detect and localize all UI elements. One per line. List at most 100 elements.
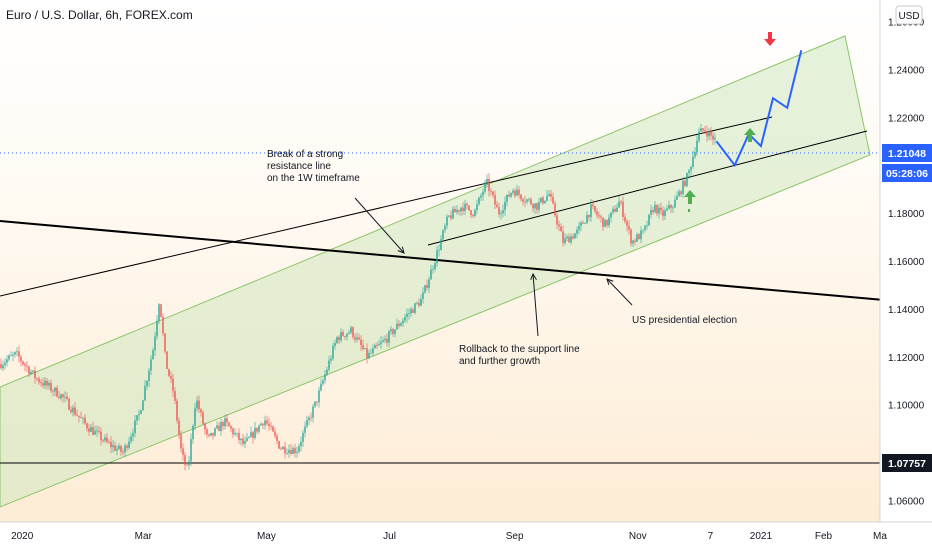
x-tick-label: Feb <box>815 531 833 542</box>
candle-body <box>576 229 578 234</box>
candle-body <box>104 437 106 441</box>
candle-body <box>76 414 78 416</box>
candle-body <box>574 233 576 239</box>
currency-label: USD <box>898 11 919 22</box>
candle-body <box>454 208 456 213</box>
candle-body <box>92 427 94 435</box>
candle-body <box>520 194 522 200</box>
candle-body <box>280 448 282 450</box>
candle-body <box>100 431 102 441</box>
candle-body <box>56 387 58 397</box>
candle-body <box>306 419 308 427</box>
candle-body <box>184 455 186 465</box>
candle-body <box>586 214 588 224</box>
candle-body <box>44 380 46 386</box>
candle-body <box>640 230 642 240</box>
candle-body <box>336 337 338 344</box>
candle-body <box>436 250 438 264</box>
candle-body <box>172 378 174 392</box>
candle-body <box>338 337 340 341</box>
candle-body <box>58 396 60 399</box>
candle-body <box>638 234 640 240</box>
countdown-tag <box>882 164 932 182</box>
candle-body <box>616 207 618 212</box>
candle-body <box>552 196 554 204</box>
candle-body <box>482 191 484 196</box>
candle-body <box>630 229 632 244</box>
candle-body <box>110 442 112 448</box>
candle-body <box>470 210 472 216</box>
candle-body <box>660 207 662 211</box>
candle-body <box>20 357 22 362</box>
candle-body <box>228 422 230 427</box>
support-price-tag <box>882 454 932 472</box>
candle-body <box>130 436 132 442</box>
candle-body <box>692 156 694 167</box>
candle-body <box>262 423 264 426</box>
candle-body <box>36 378 38 380</box>
x-tick-label: 2021 <box>750 531 773 542</box>
candle-body <box>94 430 96 435</box>
candle-body <box>390 329 392 332</box>
currency-button[interactable]: USD <box>895 5 923 25</box>
candle-body <box>32 370 34 372</box>
x-tick-label: Sep <box>506 531 524 542</box>
candle-body <box>322 380 324 384</box>
candle-body <box>264 420 266 426</box>
candle-body <box>658 207 660 214</box>
candle-body <box>304 426 306 433</box>
candle-body <box>444 225 446 231</box>
long-term-resistance-line <box>0 220 885 301</box>
candle-body <box>106 437 108 442</box>
candle-body <box>358 337 360 340</box>
arrow-up-icon <box>744 128 756 142</box>
candle-body <box>676 196 678 200</box>
candle-body <box>496 204 498 208</box>
candle-body <box>602 217 604 227</box>
candle-body <box>664 210 666 217</box>
candle-body <box>340 332 342 341</box>
y-tick-label: 1.18000 <box>888 209 925 220</box>
candle-body <box>694 151 696 157</box>
candle-body <box>64 396 66 398</box>
candle-body <box>30 371 32 374</box>
y-tick-label: 1.16000 <box>888 257 925 268</box>
candle-body <box>290 449 292 454</box>
y-tick-label: 1.06000 <box>888 496 925 507</box>
candle-body <box>332 345 334 359</box>
candle-body <box>276 435 278 442</box>
candle-body <box>530 199 532 205</box>
candle-body <box>118 445 120 449</box>
candle-body <box>84 417 86 424</box>
candle-body <box>206 429 208 435</box>
candle-body <box>82 417 84 419</box>
candle-body <box>438 249 440 251</box>
candle-body <box>412 309 414 313</box>
candle-body <box>532 204 534 209</box>
candle-body <box>182 448 184 456</box>
candle-body <box>50 382 52 391</box>
candle-body <box>114 445 116 451</box>
candle-body <box>258 425 260 432</box>
candle-body <box>652 210 654 213</box>
candle-body <box>590 204 592 218</box>
candle-body <box>328 360 330 370</box>
candle-body <box>546 195 548 201</box>
candle-body <box>448 215 450 217</box>
candle-body <box>556 215 558 225</box>
candle-body <box>136 415 138 421</box>
candle-body <box>166 351 168 370</box>
candle-body <box>294 448 296 454</box>
candle-body <box>382 340 384 342</box>
candle-body <box>164 333 166 352</box>
candle-body <box>286 453 288 454</box>
candle-body <box>188 461 190 466</box>
support-price-tag-label: 1.07757 <box>888 458 926 470</box>
candle-body <box>150 359 152 371</box>
candle-body <box>480 195 482 198</box>
candle-body <box>400 323 402 326</box>
candle-body <box>476 204 478 210</box>
candle-body <box>314 401 316 407</box>
candle-body <box>582 222 584 224</box>
